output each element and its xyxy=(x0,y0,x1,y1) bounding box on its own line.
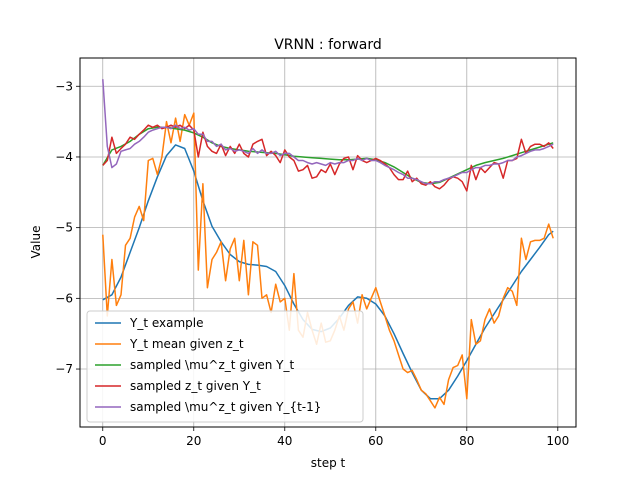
legend-entry: Y_t mean given z_t xyxy=(129,337,244,351)
y-tick-label: −4 xyxy=(55,150,73,164)
y-axis-label: Value xyxy=(29,226,43,259)
plot-frame xyxy=(79,57,577,428)
x-tick-label: 100 xyxy=(546,434,569,448)
legend-entry: sampled z_t given Y_t xyxy=(130,379,261,393)
x-tick-label: 0 xyxy=(99,434,107,448)
x-axis-label: step t xyxy=(311,456,346,470)
legend-box xyxy=(86,310,364,423)
y-tick-label: −5 xyxy=(55,221,73,235)
y-axis: −7 −6 −5 −4 −3 xyxy=(55,79,80,376)
y-tick-label: −6 xyxy=(55,291,73,305)
legend-entry: Y_t example xyxy=(129,316,204,330)
y-tick-label: −3 xyxy=(55,79,73,93)
chart-title: VRNN : forward xyxy=(274,37,382,53)
legend-entry: sampled \mu^z_t given Y_{t-1} xyxy=(130,400,321,414)
y-tick-label: −7 xyxy=(55,362,73,376)
x-tick-label: 40 xyxy=(277,434,292,448)
x-tick-label: 20 xyxy=(186,434,201,448)
x-tick-label: 80 xyxy=(459,434,474,448)
series-line-2 xyxy=(102,126,554,185)
x-tick-label: 60 xyxy=(368,434,383,448)
grid xyxy=(80,58,576,427)
legend-entry: sampled \mu^z_t given Y_t xyxy=(130,358,294,372)
x-axis: 0 20 40 60 80 100 xyxy=(99,427,569,448)
series-line-4 xyxy=(102,79,554,185)
